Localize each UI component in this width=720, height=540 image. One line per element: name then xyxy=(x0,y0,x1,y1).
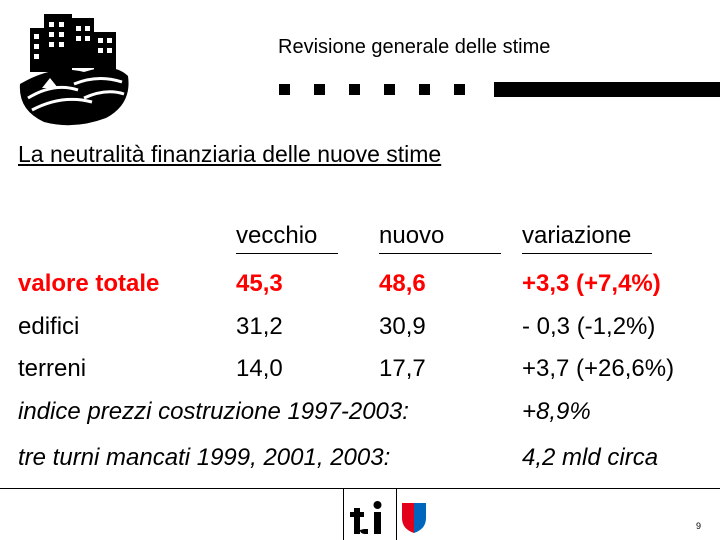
row-label-valore-totale: valore totale xyxy=(18,270,160,297)
cell-nuovo: 17,7 xyxy=(379,355,426,382)
cell-variazione: - 0,3 (-1,2%) xyxy=(522,313,656,340)
col-header-vecchio: vecchio xyxy=(236,222,318,249)
note-value-indice-prezzi: +8,9% xyxy=(522,398,591,425)
note-label-indice-prezzi: indice prezzi costruzione 1997-2003: xyxy=(18,398,409,425)
city-logo-icon xyxy=(19,14,129,126)
decor-square xyxy=(279,84,290,95)
page-number: 9 xyxy=(696,521,702,531)
cell-vecchio: 31,2 xyxy=(236,313,283,340)
note-label-turni-mancati: tre turni mancati 1999, 2001, 2003: xyxy=(18,444,391,471)
footer-divider xyxy=(0,488,720,489)
header-underline xyxy=(379,253,501,254)
decor-bar xyxy=(494,82,720,97)
cell-nuovo: 48,6 xyxy=(379,270,426,297)
cell-vecchio: 14,0 xyxy=(236,355,283,382)
footer-divider-left xyxy=(343,489,344,540)
ticino-shield-icon xyxy=(402,503,426,533)
col-header-variazione: variazione xyxy=(522,222,632,249)
decor-square xyxy=(454,84,465,95)
cell-variazione: +3,7 (+26,6%) xyxy=(522,355,675,382)
header-underline xyxy=(522,253,652,254)
footer-divider-right xyxy=(396,489,397,540)
note-value-turni-mancati: 4,2 mld circa xyxy=(522,444,659,471)
ticino-logo-icon xyxy=(350,501,382,534)
row-label-terreni: terreni xyxy=(18,355,87,382)
subtitle: La neutralità finanziaria delle nuove st… xyxy=(18,141,442,167)
decor-square xyxy=(349,84,360,95)
header-underline xyxy=(236,253,338,254)
cell-variazione: +3,3 (+7,4%) xyxy=(522,270,661,297)
col-header-nuovo: nuovo xyxy=(379,222,445,249)
decor-square xyxy=(384,84,395,95)
cell-nuovo: 30,9 xyxy=(379,313,426,340)
decor-square xyxy=(314,84,325,95)
decor-square xyxy=(419,84,430,95)
cell-vecchio: 45,3 xyxy=(236,270,283,297)
row-label-edifici: edifici xyxy=(18,313,80,340)
page-title: Revisione generale delle stime xyxy=(278,36,551,58)
